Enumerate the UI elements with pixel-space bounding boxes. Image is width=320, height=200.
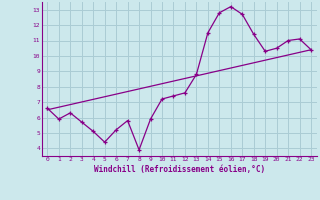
X-axis label: Windchill (Refroidissement éolien,°C): Windchill (Refroidissement éolien,°C) [94, 165, 265, 174]
